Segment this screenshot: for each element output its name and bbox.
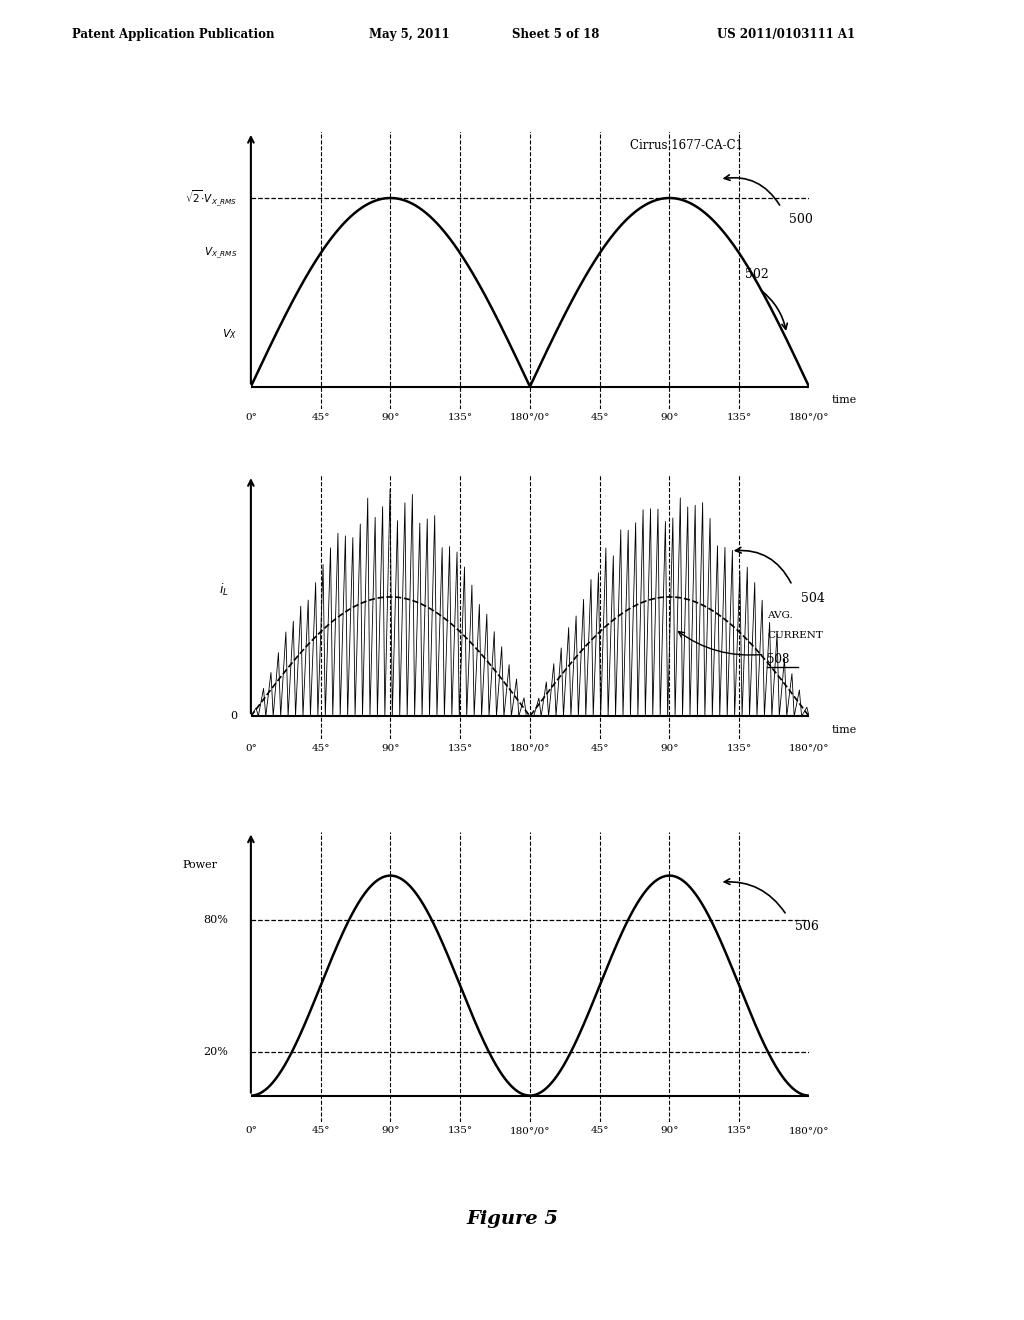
Text: 180°/0°: 180°/0°	[510, 743, 550, 752]
Text: 180°/0°: 180°/0°	[788, 1126, 829, 1135]
Text: 90°: 90°	[660, 413, 679, 422]
Text: $V_X$: $V_X$	[222, 327, 237, 341]
Text: 508: 508	[767, 652, 790, 665]
Text: 20%: 20%	[204, 1047, 228, 1056]
Text: Sheet 5 of 18: Sheet 5 of 18	[512, 28, 599, 41]
Text: CURRENT: CURRENT	[767, 631, 823, 640]
Text: AVG.: AVG.	[767, 611, 793, 620]
Text: 180°/0°: 180°/0°	[510, 413, 550, 422]
Text: Figure 5: Figure 5	[466, 1209, 558, 1228]
Text: 502: 502	[744, 268, 769, 281]
Text: 45°: 45°	[311, 743, 330, 752]
Text: 90°: 90°	[381, 1126, 399, 1135]
Text: 90°: 90°	[381, 743, 399, 752]
Text: 45°: 45°	[591, 743, 609, 752]
Text: 135°: 135°	[447, 743, 473, 752]
Text: May 5, 2011: May 5, 2011	[369, 28, 450, 41]
Text: 180°/0°: 180°/0°	[788, 743, 829, 752]
Text: Patent Application Publication: Patent Application Publication	[72, 28, 274, 41]
Text: $V_{X\_RMS}$: $V_{X\_RMS}$	[204, 246, 237, 261]
Text: $\sqrt{2}{\cdot}V_{X\_RMS}$: $\sqrt{2}{\cdot}V_{X\_RMS}$	[184, 187, 237, 209]
Text: 506: 506	[795, 920, 819, 933]
Text: 135°: 135°	[727, 413, 752, 422]
Text: US 2011/0103111 A1: US 2011/0103111 A1	[717, 28, 855, 41]
Text: 500: 500	[790, 213, 813, 226]
Text: 45°: 45°	[311, 1126, 330, 1135]
Text: 0°: 0°	[245, 743, 257, 752]
Text: 180°/0°: 180°/0°	[788, 413, 829, 422]
Text: 504: 504	[801, 593, 824, 606]
Text: time: time	[831, 725, 856, 735]
Text: 180°/0°: 180°/0°	[510, 1126, 550, 1135]
Text: 0°: 0°	[245, 1126, 257, 1135]
Text: 135°: 135°	[447, 413, 473, 422]
Text: $i_L$: $i_L$	[219, 582, 228, 598]
Text: 90°: 90°	[660, 743, 679, 752]
Text: Power: Power	[182, 859, 217, 870]
Text: 0: 0	[229, 711, 237, 721]
Text: 90°: 90°	[660, 1126, 679, 1135]
Text: 45°: 45°	[591, 1126, 609, 1135]
Text: 45°: 45°	[311, 413, 330, 422]
Text: 45°: 45°	[591, 413, 609, 422]
Text: 135°: 135°	[727, 1126, 752, 1135]
Text: Cirrus 1677-CA-C1: Cirrus 1677-CA-C1	[630, 139, 742, 152]
Text: 90°: 90°	[381, 413, 399, 422]
Text: 135°: 135°	[447, 1126, 473, 1135]
Text: 135°: 135°	[727, 743, 752, 752]
Text: 0°: 0°	[245, 413, 257, 422]
Text: time: time	[831, 395, 856, 405]
Text: 80%: 80%	[204, 915, 228, 924]
